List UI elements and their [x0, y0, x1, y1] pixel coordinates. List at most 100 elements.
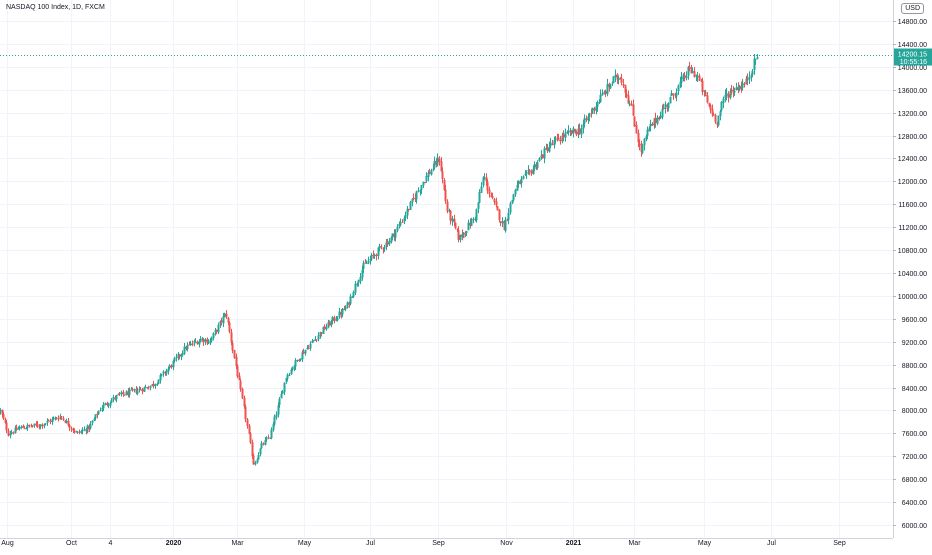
candle-body — [483, 177, 486, 179]
candle-body — [538, 158, 541, 162]
y-tick-label: 7600.00 — [902, 431, 927, 438]
x-tick-label: May — [298, 540, 312, 547]
candle-body — [280, 393, 283, 399]
candle-body — [735, 87, 738, 91]
candle-body — [587, 116, 590, 121]
candle-body — [480, 186, 483, 193]
candle-body — [362, 263, 365, 269]
candle-body — [406, 208, 409, 216]
candle-body — [582, 124, 585, 129]
candle-body — [528, 170, 531, 172]
candle-body — [199, 339, 202, 343]
candle-body — [139, 389, 142, 391]
last-price-badge — [894, 48, 932, 66]
candle-body — [712, 114, 715, 116]
candle-body — [1, 409, 4, 415]
candle-body — [167, 368, 170, 372]
candle-body — [464, 233, 467, 235]
candle-body — [248, 425, 251, 434]
candle-body — [165, 370, 168, 374]
candle-body — [453, 219, 456, 223]
candle-body — [275, 414, 278, 418]
candle-body — [183, 346, 186, 354]
candle-body — [170, 365, 173, 368]
candle-body — [609, 84, 612, 89]
x-tick-label: May — [698, 540, 712, 547]
y-tick-label: 6400.00 — [902, 500, 927, 507]
candle-body — [717, 115, 720, 126]
candle-body — [285, 378, 288, 382]
candle-body — [80, 430, 83, 433]
candle-body — [407, 209, 410, 211]
candle-body — [375, 254, 378, 257]
candle-body — [495, 201, 498, 206]
candle-body — [541, 154, 544, 158]
last-price-value: 14200.15 — [898, 52, 927, 59]
candle-body — [102, 404, 105, 409]
candle-body — [225, 313, 228, 318]
candle-body — [645, 136, 648, 139]
candle-body — [554, 138, 557, 141]
candle-body — [223, 313, 226, 317]
candle-body — [101, 407, 104, 410]
candle-body — [741, 83, 744, 88]
candle-body — [543, 148, 546, 159]
candle-body — [68, 424, 71, 428]
candle-body — [356, 283, 359, 285]
candle-body — [178, 354, 181, 357]
candle-body — [399, 222, 402, 226]
x-tick-label: 4 — [109, 540, 113, 547]
candle-body — [168, 365, 171, 368]
x-tick-label: Oct — [66, 540, 77, 547]
candle-body — [159, 375, 162, 381]
candle-body — [628, 103, 631, 105]
candle-body — [215, 329, 218, 332]
candle-layer — [0, 53, 759, 466]
candle-body — [698, 75, 701, 81]
candle-body — [260, 443, 263, 449]
chart-title: NASDAQ 100 Index, 1D, FXCM — [6, 4, 105, 11]
candle-body — [733, 90, 736, 93]
candle-body — [44, 423, 47, 425]
candle-body — [501, 221, 504, 224]
candle-body — [172, 361, 175, 368]
candle-body — [60, 416, 63, 418]
candle-body — [86, 425, 89, 433]
candle-body — [679, 81, 682, 86]
candle-body — [39, 424, 42, 427]
candle-body — [614, 75, 617, 78]
candle-body — [122, 392, 125, 395]
candle-body — [365, 262, 368, 264]
currency-button[interactable]: USD — [901, 3, 924, 14]
candle-body — [756, 57, 759, 60]
candle-body — [254, 462, 257, 465]
x-tick-label: Sep — [432, 540, 445, 547]
grid-layer — [0, 0, 893, 538]
candle-body — [299, 358, 302, 361]
candle-body — [567, 130, 570, 133]
x-tick-label: Mar — [231, 540, 244, 547]
y-tick-label: 9600.00 — [902, 317, 927, 324]
candle-body — [264, 439, 267, 445]
candle-body — [575, 131, 578, 135]
candle-body — [262, 443, 265, 445]
candle-body — [522, 176, 525, 179]
candle-body — [438, 158, 441, 163]
candle-body — [709, 105, 712, 110]
candle-body — [499, 221, 502, 223]
y-tick-label: 6000.00 — [902, 523, 927, 530]
candle-body — [257, 454, 260, 460]
candle-body — [338, 311, 341, 318]
y-tick-label: 8400.00 — [902, 386, 927, 393]
candle-body — [524, 173, 527, 176]
candle-body — [288, 374, 291, 376]
candle-body — [606, 84, 609, 95]
candle-body — [722, 98, 725, 103]
candle-body — [157, 379, 160, 384]
candle-body — [93, 418, 96, 421]
candle-body — [662, 107, 665, 109]
candle-body — [485, 177, 488, 182]
candle-body — [359, 276, 362, 282]
